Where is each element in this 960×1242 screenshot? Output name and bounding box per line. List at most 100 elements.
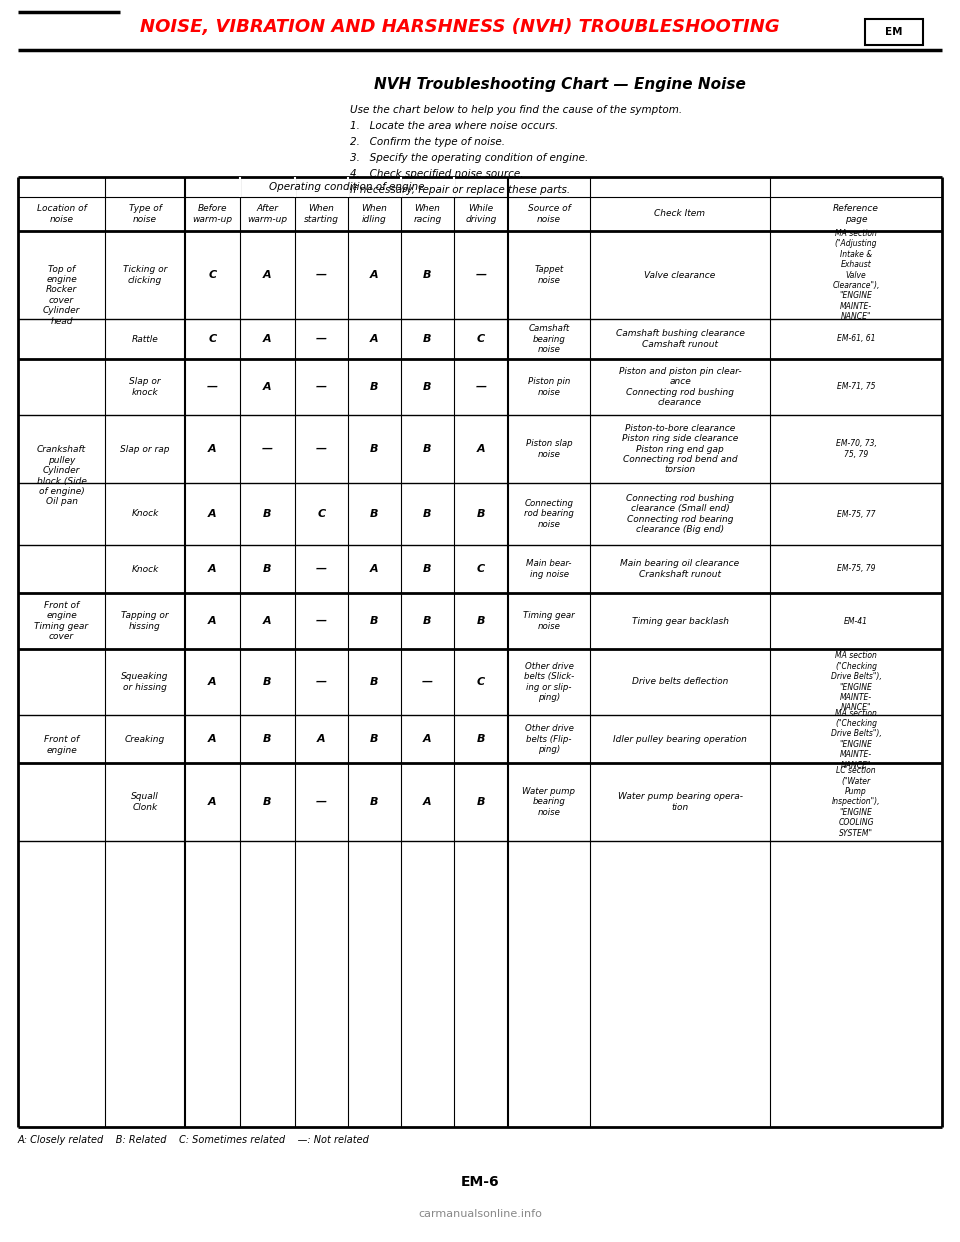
Text: A: A [423,734,432,744]
Text: B: B [263,677,272,687]
Text: A: A [423,797,432,807]
Text: Valve clearance: Valve clearance [644,271,715,279]
Text: —: — [316,797,327,807]
Text: Main bearing oil clearance
Crankshaft runout: Main bearing oil clearance Crankshaft ru… [620,559,739,579]
Text: B: B [371,734,379,744]
Text: If necessary, repair or replace these parts.: If necessary, repair or replace these pa… [350,185,570,195]
Text: C: C [477,677,485,687]
Text: 3.   Specify the operating condition of engine.: 3. Specify the operating condition of en… [350,153,588,163]
Text: 4.   Check specified noise source.: 4. Check specified noise source. [350,169,523,179]
Text: After
warm-up: After warm-up [248,204,288,224]
Text: EM-6: EM-6 [461,1175,499,1189]
Text: B: B [371,509,379,519]
Text: —: — [422,677,433,687]
Text: B: B [423,383,432,392]
Text: Squall
Clonk: Squall Clonk [132,792,158,812]
Text: —: — [316,334,327,344]
Text: EM-70, 73,
75, 79: EM-70, 73, 75, 79 [835,440,876,458]
Text: Main bear-
ing noise: Main bear- ing noise [526,559,572,579]
Text: Ticking or
clicking: Ticking or clicking [123,266,167,284]
Text: Rattle: Rattle [132,334,158,344]
Text: B: B [477,509,485,519]
Text: MA section
("Adjusting
Intake &
Exhaust
Valve
Clearance"),
"ENGINE
MAINTE-
NANCE: MA section ("Adjusting Intake & Exhaust … [832,229,879,322]
Text: Location of
noise: Location of noise [36,204,86,224]
Text: Idler pulley bearing operation: Idler pulley bearing operation [613,734,747,744]
Text: Slap or rap: Slap or rap [120,445,170,453]
Text: Timing gear
noise: Timing gear noise [523,611,575,631]
Text: A: A [208,443,217,455]
Text: Camshaft
bearing
noise: Camshaft bearing noise [528,324,569,354]
Text: B: B [423,443,432,455]
Text: EM-41: EM-41 [844,616,868,626]
Text: —: — [316,383,327,392]
Text: A: A [371,564,379,574]
Text: Other drive
belts (Flip-
ping): Other drive belts (Flip- ping) [524,724,573,754]
Text: Front of
engine: Front of engine [44,735,79,755]
Text: EM-61, 61: EM-61, 61 [837,334,876,344]
Text: Knock: Knock [132,565,158,574]
Text: Type of
noise: Type of noise [129,204,161,224]
Text: B: B [371,797,379,807]
Text: 1.   Locate the area where noise occurs.: 1. Locate the area where noise occurs. [350,120,559,130]
Text: carmanualsonline.info: carmanualsonline.info [418,1208,542,1218]
Text: A: A [208,677,217,687]
Text: B: B [263,797,272,807]
Text: NOISE, VIBRATION AND HARSHNESS (NVH) TROUBLESHOOTING: NOISE, VIBRATION AND HARSHNESS (NVH) TRO… [140,17,780,36]
Text: B: B [423,270,432,279]
Text: B: B [263,564,272,574]
Text: Piston-to-bore clearance
Piston ring side clearance
Piston ring end gap
Connecti: Piston-to-bore clearance Piston ring sid… [622,424,738,474]
Text: MA section
("Checking
Drive Belts"),
"ENGINE
MAINTE-
NANCE": MA section ("Checking Drive Belts"), "EN… [830,708,881,770]
Text: —: — [262,443,273,455]
Text: Before
warm-up: Before warm-up [192,204,232,224]
Text: While
driving: While driving [466,204,496,224]
Text: A: A [317,734,325,744]
Text: Other drive
belts (Slick-
ing or slip-
ping): Other drive belts (Slick- ing or slip- p… [524,662,574,702]
Text: A: A [263,383,272,392]
Text: B: B [371,677,379,687]
Text: EM-71, 75: EM-71, 75 [837,383,876,391]
Text: C: C [208,270,217,279]
Text: When
starting: When starting [304,204,339,224]
Text: Drive belts deflection: Drive belts deflection [632,677,729,687]
Text: B: B [477,734,485,744]
Text: A: A [208,734,217,744]
Text: A: A [371,334,379,344]
Text: —: — [316,270,327,279]
Text: A: A [208,616,217,626]
Text: Connecting rod bushing
clearance (Small end)
Connecting rod bearing
clearance (B: Connecting rod bushing clearance (Small … [626,494,734,534]
Text: Check Item: Check Item [655,210,706,219]
Text: Piston and piston pin clear-
ance
Connecting rod bushing
clearance: Piston and piston pin clear- ance Connec… [618,366,741,407]
Text: LC section
("Water
Pump
Inspection"),
"ENGINE
COOLING
SYSTEM": LC section ("Water Pump Inspection"), "E… [831,766,880,837]
Text: Source of
noise: Source of noise [528,204,570,224]
Text: A: A [208,797,217,807]
Text: Tappet
noise: Tappet noise [535,266,564,284]
Text: Squeaking
or hissing: Squeaking or hissing [121,672,169,692]
Text: Piston slap
noise: Piston slap noise [526,440,572,458]
Text: B: B [371,616,379,626]
Text: Piston pin
noise: Piston pin noise [528,378,570,396]
Text: Use the chart below to help you find the cause of the symptom.: Use the chart below to help you find the… [350,106,683,116]
Text: —: — [316,443,327,455]
Text: A: A [263,616,272,626]
Text: B: B [477,797,485,807]
Text: B: B [423,564,432,574]
Text: Slap or
knock: Slap or knock [130,378,161,396]
Text: C: C [477,564,485,574]
Text: EM: EM [885,27,902,37]
Text: —: — [316,677,327,687]
Text: A: Closely related    B: Related    C: Sometimes related    —: Not related: A: Closely related B: Related C: Sometim… [18,1135,370,1145]
Text: A: A [208,509,217,519]
Text: Creaking: Creaking [125,734,165,744]
Text: Knock: Knock [132,509,158,518]
Text: Water pump
bearing
noise: Water pump bearing noise [522,787,575,817]
Text: Front of
engine
Timing gear
cover: Front of engine Timing gear cover [35,601,88,641]
Text: Connecting
rod bearing
noise: Connecting rod bearing noise [524,499,574,529]
Text: B: B [371,443,379,455]
Text: MA section
("Checking
Drive Belts"),
"ENGINE
MAINTE-
NANCE": MA section ("Checking Drive Belts"), "EN… [830,652,881,713]
Text: 2.   Confirm the type of noise.: 2. Confirm the type of noise. [350,137,505,147]
Bar [865,19,923,45]
Text: —: — [475,270,487,279]
Text: A: A [371,270,379,279]
Text: —: — [316,564,327,574]
Text: A: A [263,270,272,279]
